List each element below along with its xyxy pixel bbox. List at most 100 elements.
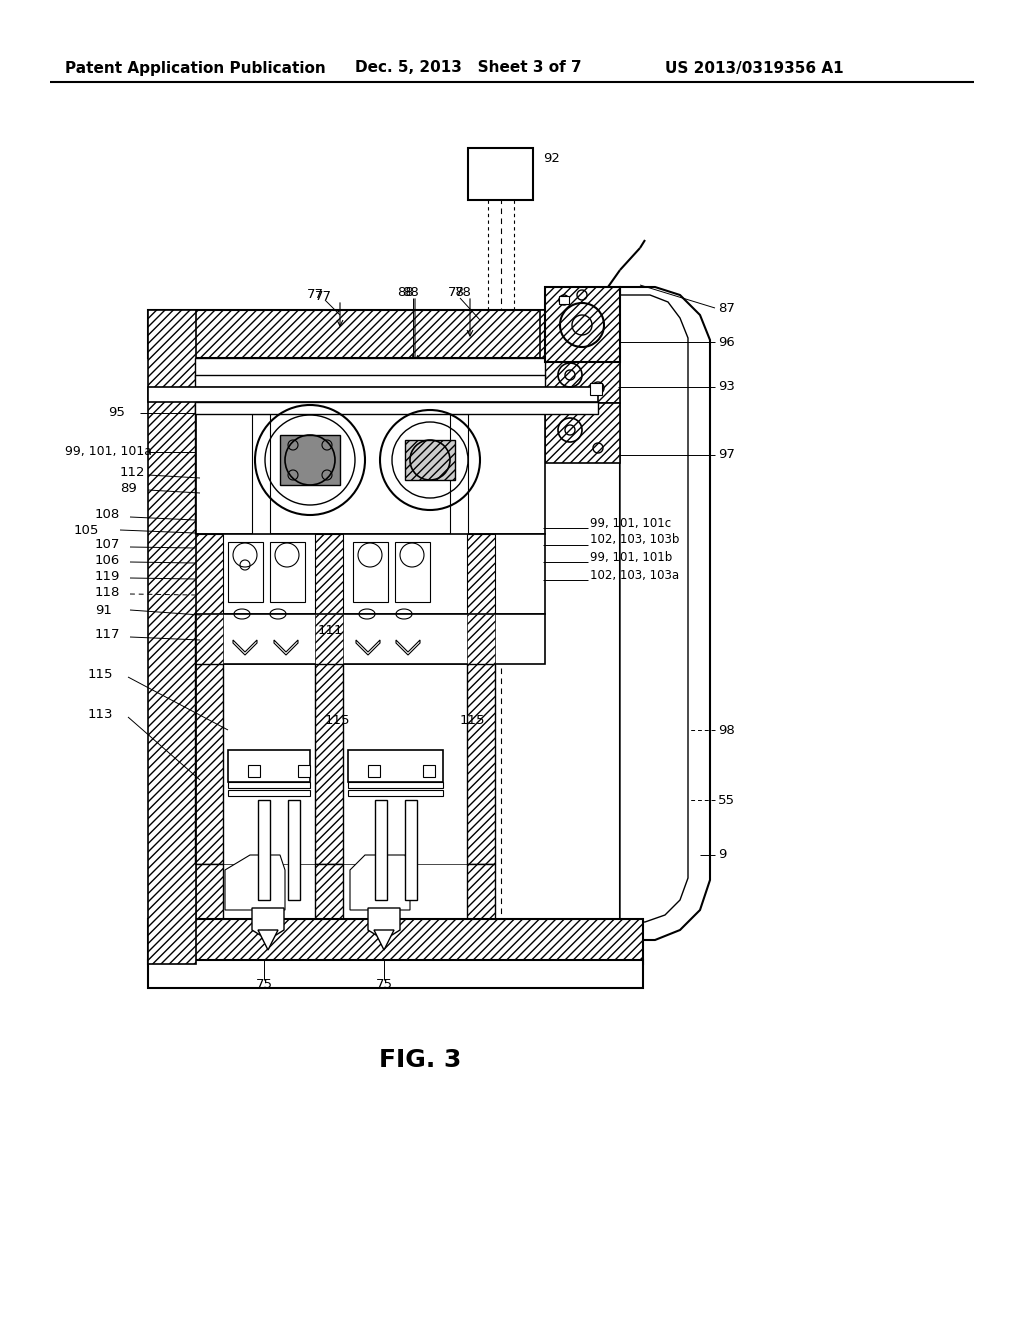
Bar xyxy=(395,543,430,602)
Polygon shape xyxy=(350,855,410,909)
Text: 9: 9 xyxy=(718,849,726,862)
Bar xyxy=(195,535,223,614)
Bar xyxy=(148,865,195,919)
Bar xyxy=(348,781,443,788)
Polygon shape xyxy=(368,908,400,940)
Polygon shape xyxy=(396,640,420,655)
Bar xyxy=(348,789,443,796)
Bar xyxy=(148,310,196,964)
Bar xyxy=(467,535,495,614)
Bar xyxy=(195,414,545,535)
Bar xyxy=(368,766,380,777)
Polygon shape xyxy=(274,640,298,655)
Polygon shape xyxy=(374,931,394,950)
Bar xyxy=(258,800,270,900)
Text: 115: 115 xyxy=(325,714,350,726)
Bar xyxy=(315,865,343,919)
Bar xyxy=(545,358,620,403)
Text: 89: 89 xyxy=(120,482,137,495)
Bar xyxy=(468,148,534,201)
Text: 117: 117 xyxy=(95,628,121,642)
Text: 102, 103, 103b: 102, 103, 103b xyxy=(590,533,679,546)
Bar xyxy=(423,766,435,777)
Bar xyxy=(223,664,315,865)
Bar xyxy=(315,535,343,614)
Bar xyxy=(195,358,545,378)
Bar xyxy=(298,766,310,777)
Bar xyxy=(343,664,467,865)
Text: 55: 55 xyxy=(718,793,735,807)
Text: 112: 112 xyxy=(120,466,145,479)
Text: 92: 92 xyxy=(543,152,560,165)
Text: 111: 111 xyxy=(318,623,343,636)
Bar xyxy=(288,800,300,900)
Bar xyxy=(228,781,310,788)
Polygon shape xyxy=(233,640,257,655)
Bar xyxy=(353,543,388,602)
Text: FIG. 3: FIG. 3 xyxy=(379,1048,461,1072)
Bar xyxy=(252,414,270,535)
Bar xyxy=(228,750,310,781)
Bar xyxy=(248,766,260,777)
Text: 95: 95 xyxy=(108,407,125,420)
Polygon shape xyxy=(252,908,284,940)
Text: 115: 115 xyxy=(88,668,114,681)
Bar xyxy=(195,535,545,614)
Text: Dec. 5, 2013   Sheet 3 of 7: Dec. 5, 2013 Sheet 3 of 7 xyxy=(355,61,582,75)
Bar xyxy=(406,440,455,480)
Bar xyxy=(148,387,598,403)
Bar xyxy=(559,296,569,304)
Bar xyxy=(148,310,588,358)
Text: 99, 101, 101b: 99, 101, 101b xyxy=(590,552,672,565)
Bar xyxy=(195,865,223,919)
Text: 96: 96 xyxy=(718,335,735,348)
Bar xyxy=(540,310,620,358)
Text: 88: 88 xyxy=(397,285,414,298)
Text: 102, 103, 103a: 102, 103, 103a xyxy=(590,569,679,582)
Bar xyxy=(467,865,495,919)
Text: 75: 75 xyxy=(256,978,272,991)
Text: 115: 115 xyxy=(460,714,485,726)
Polygon shape xyxy=(148,310,195,389)
Text: 99, 101, 101a: 99, 101, 101a xyxy=(65,446,152,458)
Bar xyxy=(406,800,417,900)
Bar xyxy=(195,403,598,414)
Bar xyxy=(590,383,602,395)
Text: 105: 105 xyxy=(74,524,99,536)
Bar xyxy=(315,664,343,865)
Text: 113: 113 xyxy=(88,709,114,722)
Text: 106: 106 xyxy=(95,553,120,566)
Text: 91: 91 xyxy=(95,603,112,616)
Polygon shape xyxy=(620,294,688,921)
Bar xyxy=(195,614,223,664)
Bar xyxy=(228,543,263,602)
Bar xyxy=(270,543,305,602)
Text: 75: 75 xyxy=(376,978,392,991)
Bar xyxy=(228,789,310,796)
Polygon shape xyxy=(620,286,710,940)
Polygon shape xyxy=(258,931,278,950)
Bar xyxy=(348,750,443,781)
Text: 99, 101, 101c: 99, 101, 101c xyxy=(590,516,671,529)
Bar xyxy=(467,614,495,664)
Text: 108: 108 xyxy=(95,508,120,521)
Bar xyxy=(467,664,495,865)
Text: 77: 77 xyxy=(315,290,332,304)
Bar xyxy=(315,614,343,664)
Polygon shape xyxy=(225,855,285,909)
Text: 78: 78 xyxy=(449,285,465,298)
Text: 87: 87 xyxy=(718,301,735,314)
Polygon shape xyxy=(356,640,380,655)
Text: Patent Application Publication: Patent Application Publication xyxy=(65,61,326,75)
Text: 78: 78 xyxy=(455,286,472,300)
Bar xyxy=(545,403,620,463)
Bar xyxy=(280,436,340,484)
Text: 77: 77 xyxy=(307,289,324,301)
Text: US 2013/0319356 A1: US 2013/0319356 A1 xyxy=(665,61,844,75)
Bar xyxy=(450,414,468,535)
Bar xyxy=(195,614,545,664)
Bar xyxy=(545,286,620,362)
Text: 98: 98 xyxy=(718,723,735,737)
Bar xyxy=(148,960,643,987)
Text: 118: 118 xyxy=(95,586,121,598)
